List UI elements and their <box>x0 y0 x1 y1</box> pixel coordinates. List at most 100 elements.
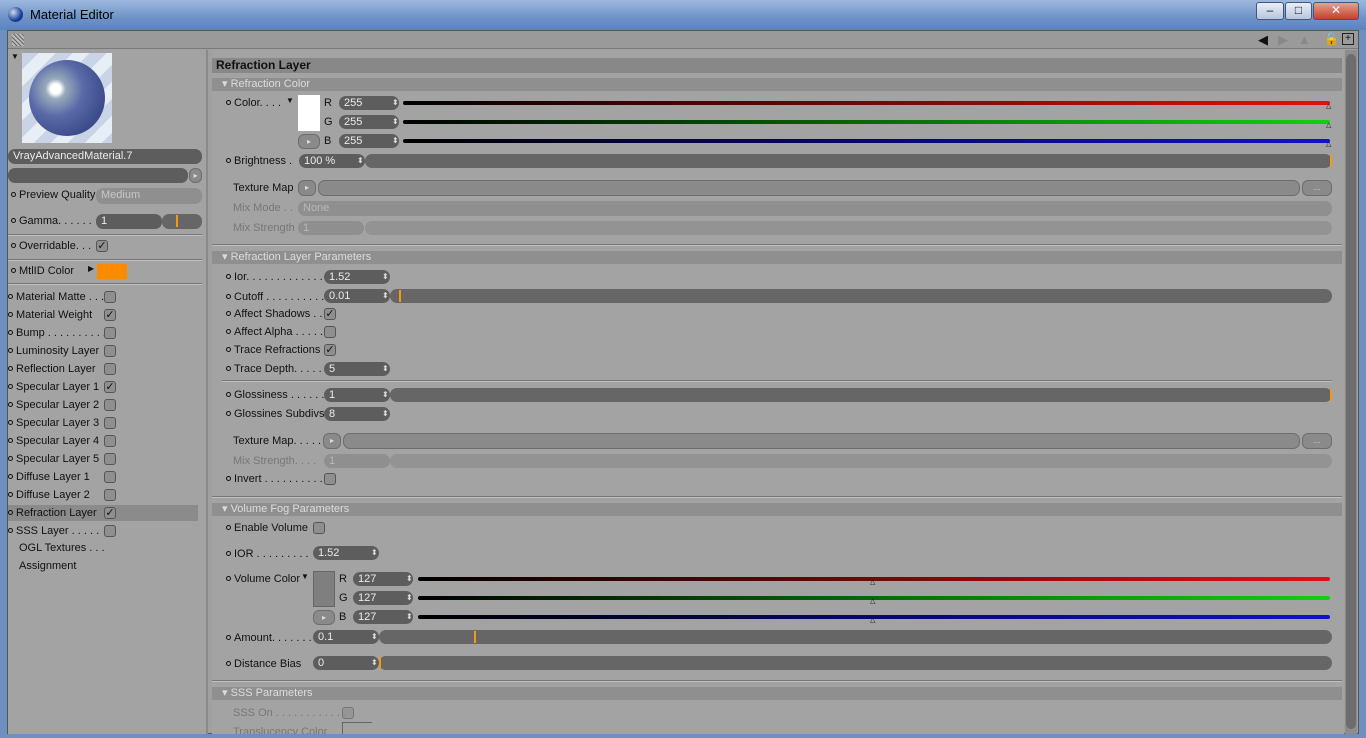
fog-color-r-field[interactable]: 127 <box>353 572 413 586</box>
spinner-icon[interactable]: ⬍ <box>382 364 389 373</box>
channel-item[interactable]: Bump . . . . . . . . . . . <box>8 325 198 341</box>
glossiness-subdivs-field[interactable]: 8 <box>324 407 390 421</box>
spinner-icon[interactable]: ⬍ <box>357 156 364 165</box>
channel-item[interactable]: Refraction Layer <box>8 505 198 521</box>
channel-item[interactable]: Reflection Layer <box>8 361 198 377</box>
spinner-icon[interactable]: ⬍ <box>406 593 413 602</box>
spinner-icon[interactable]: ⬍ <box>406 574 413 583</box>
trace-refractions-checkbox[interactable]: ✓ <box>324 344 336 356</box>
fog-color-g-slider-handle[interactable]: △ <box>870 598 876 605</box>
gloss-mix-strength-field[interactable]: 1 <box>324 454 390 468</box>
fog-color-b-field[interactable]: 127 <box>353 610 413 624</box>
spinner-icon[interactable]: ⬍ <box>371 632 378 641</box>
close-button[interactable]: ✕ <box>1313 2 1359 20</box>
channel-checkbox[interactable] <box>104 471 116 483</box>
amount-field[interactable]: 0.1 <box>313 630 379 644</box>
volume-fog-header[interactable]: ▾ Volume Fog Parameters <box>212 503 1342 516</box>
refraction-color-header[interactable]: ▾ Refraction Color <box>212 78 1342 91</box>
mix-strength-field[interactable]: 1 <box>298 221 364 235</box>
channel-checkbox[interactable] <box>104 345 116 357</box>
material-path-field[interactable] <box>8 168 188 183</box>
texture-map-button[interactable]: ▸ <box>298 180 316 196</box>
channel-checkbox[interactable]: ✓ <box>104 309 116 321</box>
fog-color-g-field[interactable]: 127 <box>353 591 413 605</box>
channel-checkbox[interactable] <box>104 363 116 375</box>
path-arrow-button[interactable]: ▸ <box>189 168 202 183</box>
channel-checkbox[interactable]: ✓ <box>104 507 116 519</box>
overridable-checkbox[interactable]: ✓ <box>96 240 108 252</box>
channel-item[interactable]: SSS Layer . . . . . <box>8 523 198 539</box>
maximize-button[interactable]: □ <box>1285 2 1312 20</box>
channel-checkbox[interactable]: ✓ <box>104 381 116 393</box>
channel-checkbox[interactable] <box>104 417 116 429</box>
gloss-texture-more-button[interactable]: ... <box>1302 433 1332 449</box>
invert-checkbox[interactable] <box>324 473 336 485</box>
channel-item[interactable]: Luminosity Layer <box>8 343 198 359</box>
minimize-button[interactable]: – <box>1256 2 1284 20</box>
channel-checkbox[interactable] <box>104 291 116 303</box>
affect-alpha-checkbox[interactable] <box>324 326 336 338</box>
spinner-icon[interactable]: ⬍ <box>382 272 389 281</box>
up-arrow-icon[interactable]: ▲ <box>1298 32 1311 47</box>
scrollbar-thumb[interactable] <box>1346 54 1356 729</box>
mtlid-color-swatch[interactable] <box>97 264 127 279</box>
cutoff-slider[interactable] <box>390 289 1332 303</box>
distance-bias-slider[interactable] <box>379 656 1332 670</box>
color-g-slider-handle[interactable]: △ <box>1326 122 1332 129</box>
material-name-field[interactable]: VrayAdvancedMaterial.7 <box>8 149 202 164</box>
distance-bias-field[interactable]: 0 <box>313 656 379 670</box>
spinner-icon[interactable]: ⬍ <box>392 98 399 107</box>
gloss-mix-strength-slider[interactable] <box>390 454 1332 468</box>
gamma-slider[interactable] <box>162 214 202 229</box>
scrollbar[interactable] <box>1345 50 1357 734</box>
fog-color-b-slider-handle[interactable]: △ <box>870 617 876 624</box>
channel-item[interactable]: Specular Layer 1 <box>8 379 198 395</box>
channel-item[interactable]: Diffuse Layer 1 <box>8 469 198 485</box>
mtlid-expand-icon[interactable]: ▶ <box>88 264 95 273</box>
fog-color-r-slider-handle[interactable]: △ <box>870 579 876 586</box>
cutoff-field[interactable]: 0.01 <box>324 289 390 303</box>
ior-field[interactable]: 1.52 <box>324 270 390 284</box>
glossiness-slider[interactable] <box>390 388 1332 402</box>
amount-slider[interactable] <box>379 630 1332 644</box>
gamma-field[interactable]: 1 <box>96 214 162 229</box>
texture-map-more-button[interactable]: ... <box>1302 180 1332 196</box>
color-b-field[interactable]: 255 <box>339 134 399 148</box>
lock-icon[interactable]: 🔓 <box>1324 32 1339 46</box>
color-g-field[interactable]: 255 <box>339 115 399 129</box>
glossiness-field[interactable]: 1 <box>324 388 390 402</box>
sss-on-checkbox[interactable] <box>342 707 354 719</box>
translucency-swatch[interactable] <box>342 722 372 734</box>
channel-item[interactable]: Specular Layer 5 <box>8 451 198 467</box>
preview-quality-dropdown[interactable]: Medium <box>96 188 202 204</box>
channel-checkbox[interactable] <box>104 327 116 339</box>
brightness-slider[interactable] <box>365 154 1332 168</box>
channel-checkbox[interactable] <box>104 525 116 537</box>
channel-item[interactable]: Diffuse Layer 2 <box>8 487 198 503</box>
channel-checkbox[interactable] <box>104 489 116 501</box>
brightness-field[interactable]: 100 % <box>299 154 365 168</box>
spinner-icon[interactable]: ⬍ <box>371 658 378 667</box>
volume-color-dropdown-icon[interactable]: ▼ <box>301 572 309 581</box>
sss-header[interactable]: ▾ SSS Parameters <box>212 687 1342 700</box>
channel-item[interactable]: Specular Layer 4 <box>8 433 198 449</box>
mix-strength-slider[interactable] <box>365 221 1332 235</box>
spinner-icon[interactable]: ⬍ <box>382 409 389 418</box>
enable-volume-checkbox[interactable] <box>313 522 325 534</box>
channel-checkbox[interactable] <box>104 399 116 411</box>
gloss-texture-map-button[interactable]: ▸ <box>323 433 341 449</box>
affect-shadows-checkbox[interactable]: ✓ <box>324 308 336 320</box>
fog-ior-field[interactable]: 1.52 <box>313 546 379 560</box>
volume-color-picker-button[interactable]: ▸ <box>313 610 335 625</box>
channel-checkbox[interactable] <box>104 435 116 447</box>
gloss-texture-map-slot[interactable] <box>343 433 1300 449</box>
mix-mode-dropdown[interactable]: None <box>298 201 1332 216</box>
channel-item[interactable]: Material Weight <box>8 307 198 323</box>
fog-color-g-slider[interactable] <box>418 596 1330 600</box>
color-picker-button[interactable]: ▸ <box>298 134 320 149</box>
spinner-icon[interactable]: ⬍ <box>371 548 378 557</box>
refraction-params-header[interactable]: ▾ Refraction Layer Parameters <box>212 251 1342 264</box>
color-g-slider[interactable] <box>403 120 1330 124</box>
color-b-slider-handle[interactable]: △ <box>1326 141 1332 148</box>
collapse-arrow-icon[interactable]: ▼ <box>11 52 19 61</box>
